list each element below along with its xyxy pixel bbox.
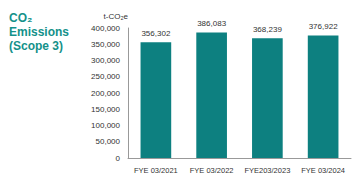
svg-text:350,000: 350,000	[91, 40, 120, 49]
svg-text:0: 0	[116, 154, 121, 163]
svg-text:376,922: 376,922	[309, 22, 338, 31]
svg-text:FYE 03/2021: FYE 03/2021	[134, 166, 178, 175]
svg-text:FYE 03/2022: FYE 03/2022	[190, 166, 234, 175]
svg-text:t-CO₂e: t-CO₂e	[104, 12, 129, 21]
svg-text:CO₂: CO₂	[9, 11, 32, 25]
svg-text:386,083: 386,083	[197, 19, 226, 28]
svg-text:Emissions: Emissions	[9, 25, 69, 39]
svg-text:200,000: 200,000	[91, 89, 120, 98]
svg-text:150,000: 150,000	[91, 105, 120, 114]
svg-text:FYE 03/2024: FYE 03/2024	[301, 166, 345, 175]
svg-text:100,000: 100,000	[91, 121, 120, 130]
svg-text:250,000: 250,000	[91, 72, 120, 81]
svg-text:400,000: 400,000	[91, 24, 120, 33]
svg-text:(Scope 3): (Scope 3)	[9, 39, 63, 53]
svg-text:368,239: 368,239	[253, 25, 282, 34]
svg-text:FYE203/2023: FYE203/2023	[244, 166, 290, 175]
svg-text:356,302: 356,302	[141, 29, 170, 38]
svg-text:300,000: 300,000	[91, 56, 120, 65]
svg-text:50,000: 50,000	[96, 137, 121, 146]
